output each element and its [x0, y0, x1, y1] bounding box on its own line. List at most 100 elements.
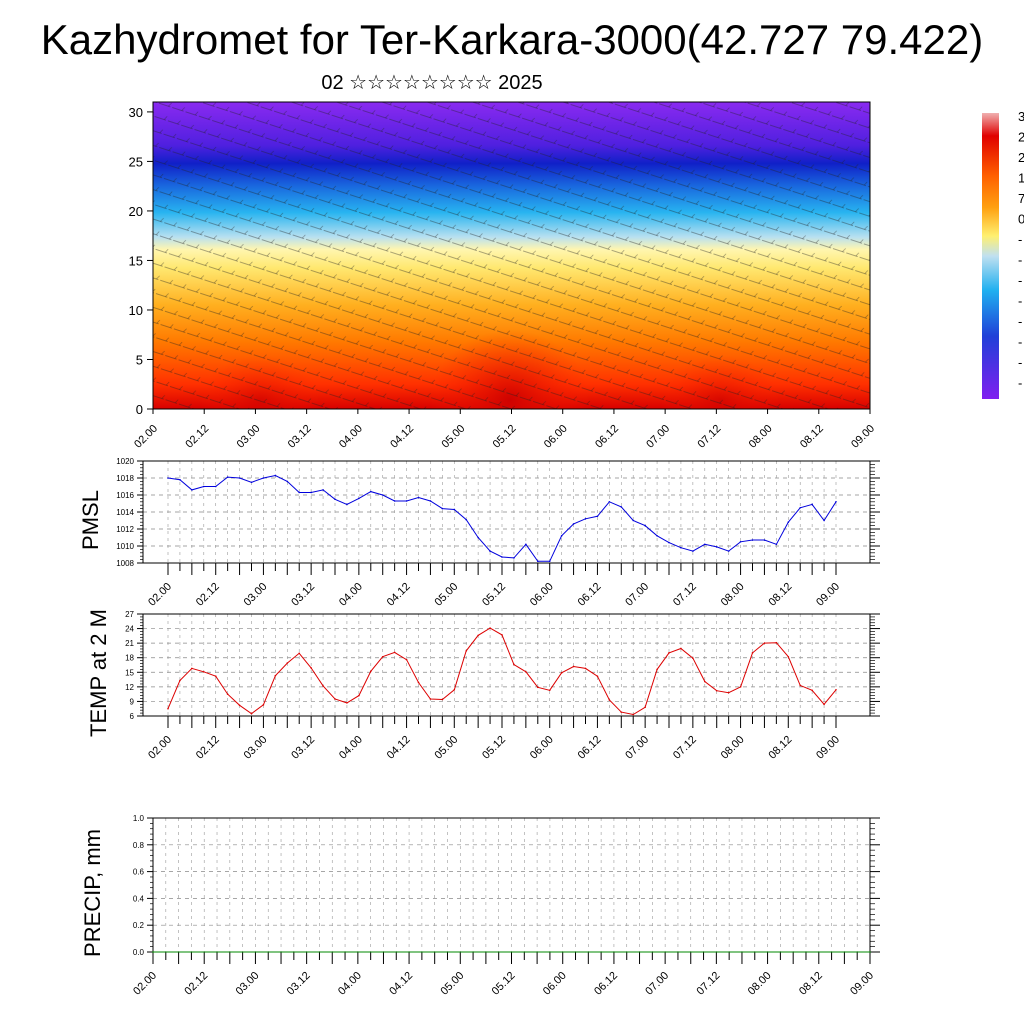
x-tick-label: 07.12 — [671, 581, 699, 609]
data-point — [739, 686, 742, 688]
data-point — [584, 667, 587, 670]
data-point — [692, 657, 694, 659]
data-point — [727, 691, 730, 694]
data-point — [560, 535, 563, 537]
x-tick-label: 08.12 — [766, 581, 794, 609]
x-tick-label: 06.00 — [528, 581, 556, 609]
data-point — [787, 521, 790, 523]
data-point — [286, 480, 289, 483]
data-point — [214, 485, 217, 488]
data-point — [548, 560, 551, 563]
data-point — [429, 698, 432, 700]
colorbar-label: 1 — [1018, 171, 1024, 186]
data-point — [334, 498, 336, 501]
data-point — [799, 684, 802, 687]
y-tick-label: 0.4 — [133, 894, 145, 903]
data-point — [869, 951, 871, 953]
data-point — [274, 474, 277, 477]
data-point — [322, 489, 324, 491]
data-point — [751, 539, 754, 541]
x-tick-label: 03.12 — [285, 970, 313, 998]
x-tick-label: 03.12 — [289, 581, 317, 609]
data-point — [381, 655, 384, 658]
y-tick-label: 1016 — [116, 491, 134, 500]
data-point — [811, 689, 813, 692]
data-point — [525, 543, 527, 546]
y-tick-label: 0.8 — [133, 841, 145, 850]
x-tick-label: 04.00 — [337, 734, 365, 762]
data-point — [680, 647, 682, 650]
data-point — [250, 481, 253, 484]
y-tick-label: 25 — [129, 154, 143, 169]
data-point — [620, 711, 623, 713]
data-point — [226, 476, 229, 478]
page-title: Kazhydromet for Ter-Karkara-3000(42.727 … — [40, 16, 984, 63]
y-tick-label: 12 — [125, 683, 134, 692]
data-point — [286, 662, 289, 664]
colorbar-label: - — [1018, 273, 1022, 288]
x-tick-label: 07.00 — [643, 970, 671, 998]
colorbar — [982, 113, 999, 399]
y-tick-label: 10 — [129, 303, 143, 318]
y-tick-label: 0 — [136, 402, 143, 417]
data-point — [656, 668, 658, 671]
data-point — [823, 703, 825, 706]
y-tick-label: 1014 — [116, 508, 134, 517]
y-tick-label: 1012 — [116, 525, 134, 534]
data-point — [322, 685, 324, 687]
data-point — [179, 679, 181, 682]
x-tick-label: 07.12 — [695, 970, 723, 998]
x-tick-label: 05.00 — [439, 423, 467, 451]
x-tick-label: 05.12 — [480, 581, 508, 609]
y-axis-label: PRECIP, mm — [80, 829, 105, 957]
data-point — [727, 550, 730, 552]
x-tick-label: 06.12 — [593, 423, 621, 451]
y-tick-label: 0.2 — [133, 921, 145, 930]
cross-section-field — [153, 102, 870, 409]
wind-vectors — [153, 102, 870, 409]
x-tick-label: 04.12 — [385, 734, 413, 762]
data-point — [632, 713, 635, 716]
data-point — [596, 515, 599, 518]
x-tick-label: 06.12 — [576, 581, 604, 609]
x-tick-label: 04.12 — [385, 581, 413, 609]
colorbar-label: - — [1018, 314, 1022, 329]
data-point — [250, 712, 253, 715]
x-tick-label: 02.12 — [182, 970, 210, 998]
data-point — [823, 519, 825, 522]
data-point — [465, 650, 468, 652]
x-tick-label: 05.00 — [438, 970, 466, 998]
data-point — [179, 478, 181, 481]
data-point — [775, 641, 778, 644]
y-tick-label: 1020 — [116, 457, 134, 466]
x-tick-label: 02.00 — [131, 970, 159, 998]
data-point — [715, 689, 718, 692]
data-point — [620, 506, 623, 508]
data-point — [465, 518, 468, 521]
x-tick-label: 02.00 — [132, 423, 160, 451]
y-tick-label: 9 — [130, 697, 135, 706]
data-point — [202, 485, 205, 488]
data-point — [513, 557, 515, 559]
data-point — [417, 496, 420, 499]
data-point — [632, 519, 635, 522]
x-tick-label: 02.00 — [146, 734, 174, 762]
colorbar-label: - — [1018, 376, 1022, 391]
data-point — [453, 508, 456, 511]
data-point — [739, 540, 742, 543]
x-tick-label: 08.00 — [747, 423, 775, 451]
data-point — [214, 675, 217, 677]
data-point — [608, 501, 611, 503]
data-point — [358, 497, 360, 500]
x-tick-label: 08.00 — [746, 970, 774, 998]
data-point — [680, 546, 682, 549]
x-tick-label: 03.12 — [286, 423, 314, 451]
data-point — [596, 675, 599, 677]
page-subtitle: 02 ☆☆☆☆☆☆☆☆ 2025 — [321, 72, 543, 94]
x-tick-label: 08.12 — [798, 423, 826, 451]
colorbar-label: - — [1018, 294, 1022, 309]
data-point — [393, 500, 396, 502]
x-tick-label: 03.00 — [235, 423, 263, 451]
colorbar-label: 3 — [1018, 109, 1024, 124]
x-tick-label: 08.00 — [719, 581, 747, 609]
